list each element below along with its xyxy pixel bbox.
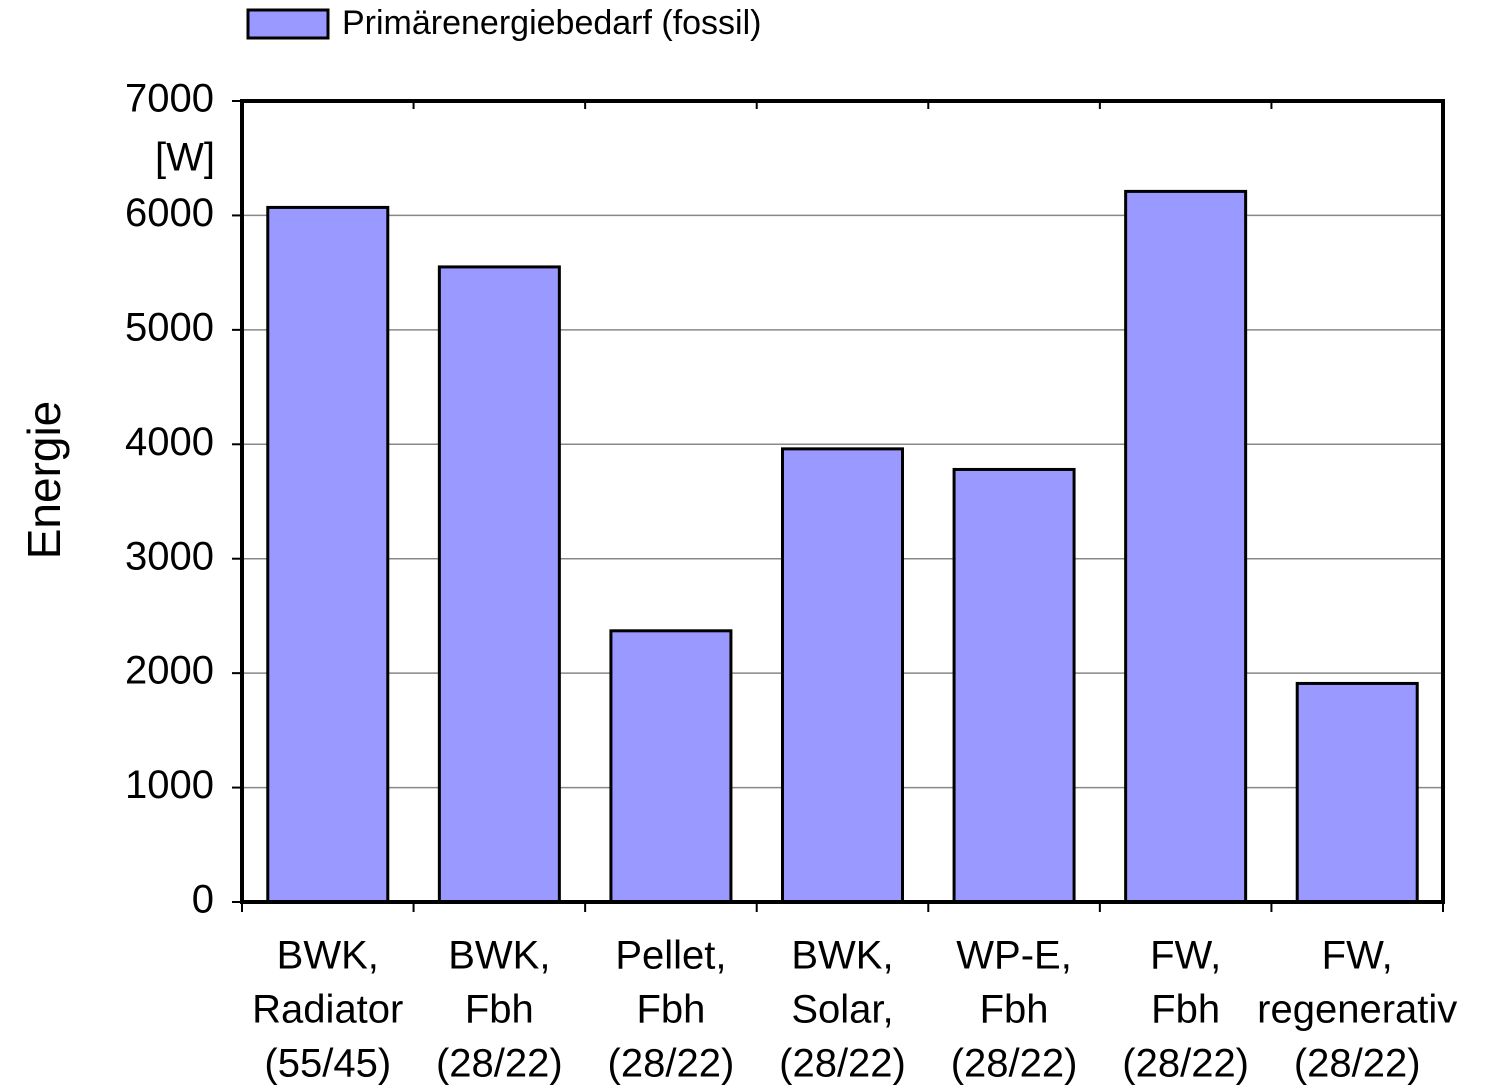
x-tick-label: FW, <box>1322 934 1393 978</box>
x-tick-label: BWK, <box>448 934 550 978</box>
x-tick-label: (28/22) <box>1294 1042 1421 1086</box>
y-unit: [W] <box>155 136 215 180</box>
y-tick-label: 4000 <box>125 420 214 464</box>
x-tick-label: (28/22) <box>1122 1042 1249 1086</box>
y-axis-label: Energie <box>18 401 70 560</box>
y-tick-label: 1000 <box>125 763 214 807</box>
x-tick-label: (28/22) <box>951 1042 1078 1086</box>
legend-swatch <box>246 8 330 40</box>
y-tick-label: 0 <box>192 878 214 922</box>
x-tick-label: BWK, <box>277 934 379 978</box>
y-tick-label: 2000 <box>125 649 214 693</box>
x-tick-label: (55/45) <box>264 1042 391 1086</box>
bar <box>437 265 561 904</box>
bar <box>952 467 1076 904</box>
legend-label: Primärenergiebedarf (fossil) <box>342 4 762 42</box>
x-tick-label: (28/22) <box>608 1042 735 1086</box>
bar <box>1295 681 1419 904</box>
y-tick-label: 7000 <box>125 77 214 121</box>
x-tick-label: Fbh <box>1151 988 1220 1032</box>
x-tick-label: Fbh <box>980 988 1049 1032</box>
x-tick-label: FW, <box>1150 934 1221 978</box>
x-tick-label: Solar, <box>791 988 893 1032</box>
y-tick-label: 5000 <box>125 305 214 349</box>
x-tick-label: regenerativ <box>1257 988 1457 1032</box>
bar <box>609 629 733 904</box>
x-tick-label: Fbh <box>465 988 534 1032</box>
x-tick-label: (28/22) <box>436 1042 563 1086</box>
y-tick-label: 3000 <box>125 534 214 578</box>
x-tick-label: Radiator <box>252 988 403 1032</box>
x-tick-label: WP-E, <box>956 934 1072 978</box>
x-tick-label: Pellet, <box>615 934 726 978</box>
plot-frame <box>240 99 1445 904</box>
bar <box>266 205 390 904</box>
bar <box>1124 189 1248 904</box>
x-tick-label: Fbh <box>636 988 705 1032</box>
y-tick-label: 6000 <box>125 191 214 235</box>
x-tick-label: (28/22) <box>779 1042 906 1086</box>
x-tick-label: BWK, <box>791 934 893 978</box>
bar <box>781 447 904 904</box>
